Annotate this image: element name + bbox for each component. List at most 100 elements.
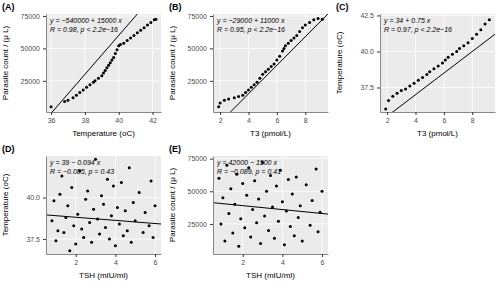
point xyxy=(85,86,88,89)
tick: 40.0 xyxy=(26,194,46,201)
annotation: R = 0.97, p < 2.2e−16 xyxy=(384,26,452,34)
x-axis-title: TSH (mIU/ml) xyxy=(79,271,128,280)
tick-label: 37.5 xyxy=(26,236,40,243)
grid-line xyxy=(213,80,328,81)
point xyxy=(70,186,73,189)
point xyxy=(82,88,85,91)
tick-label: 50000 xyxy=(188,188,208,195)
point xyxy=(287,178,290,181)
point xyxy=(309,224,312,227)
panel: (D)24637.540.0TSH (mIU/ml)Temperature (o… xyxy=(1,144,162,280)
tick-mark xyxy=(444,112,445,115)
point xyxy=(62,231,65,234)
point xyxy=(432,67,435,70)
point xyxy=(304,24,307,27)
point xyxy=(128,166,131,169)
point xyxy=(108,238,111,241)
point xyxy=(305,183,308,186)
x-axis-title: Temperature (oC) xyxy=(72,129,135,138)
point xyxy=(97,77,100,80)
plot: 36384042250005000075000Temperature (oC)P… xyxy=(1,0,162,138)
tick-mark xyxy=(282,254,283,257)
tick-label: 75000 xyxy=(188,155,208,162)
tick: 25000 xyxy=(188,78,213,85)
tick-mark xyxy=(76,254,77,257)
point xyxy=(72,224,75,227)
axis-line xyxy=(213,15,214,113)
tick-mark xyxy=(115,254,116,257)
grid-line xyxy=(282,156,283,254)
point xyxy=(241,182,244,185)
point xyxy=(278,55,281,58)
point xyxy=(74,243,77,246)
point xyxy=(247,88,250,91)
point xyxy=(387,99,390,102)
point xyxy=(219,222,222,225)
point xyxy=(120,181,123,184)
point xyxy=(290,39,293,42)
point xyxy=(384,108,387,111)
y-axis-title: Temperature (oC) xyxy=(335,31,344,94)
axis-line xyxy=(214,112,329,113)
point xyxy=(154,18,157,21)
tick-label: 4 xyxy=(281,259,285,266)
point xyxy=(221,196,224,199)
grid-line xyxy=(152,14,153,112)
point xyxy=(229,187,232,190)
tick: 40 xyxy=(115,112,123,124)
point xyxy=(231,232,234,235)
annotation: R = 0.95, p < 2.2e−16 xyxy=(217,26,285,34)
tick-label: 40.0 xyxy=(26,194,40,201)
y-axis-title: Parasite count / (μ L) xyxy=(1,25,10,100)
tick-label: 42 xyxy=(149,117,157,124)
axis-line xyxy=(46,15,47,113)
point xyxy=(462,44,465,47)
tick: 42 xyxy=(149,112,157,124)
point xyxy=(102,203,105,206)
point xyxy=(112,56,115,59)
tick-label: 37.5 xyxy=(360,84,374,91)
point xyxy=(277,220,280,223)
point xyxy=(282,47,285,50)
point xyxy=(66,99,69,102)
regression-line xyxy=(46,215,161,224)
point xyxy=(132,201,135,204)
point xyxy=(124,209,127,212)
point xyxy=(50,105,53,108)
point xyxy=(281,200,284,203)
annotation: y = −540000 + 15000 x xyxy=(49,17,122,25)
point xyxy=(270,65,273,68)
tick: 2 xyxy=(386,112,390,124)
grid-line xyxy=(322,156,323,254)
point xyxy=(129,37,132,40)
tick-label: 2 xyxy=(241,259,245,266)
tick-label: 25000 xyxy=(188,221,208,228)
point xyxy=(479,28,482,31)
tick-label: 40 xyxy=(115,117,123,124)
point xyxy=(152,236,155,239)
panel: (E)246250005000075000TSH (mIU/ml)Parasit… xyxy=(168,144,329,280)
point xyxy=(223,99,226,102)
panel-title: (D) xyxy=(2,144,15,154)
point xyxy=(273,62,276,65)
point xyxy=(475,33,478,36)
tick-mark xyxy=(43,16,46,17)
axis-line xyxy=(47,112,162,113)
point xyxy=(251,208,254,211)
point xyxy=(98,233,101,236)
x-axis-title: T3 (pmol/L) xyxy=(250,129,291,138)
grid-line xyxy=(118,14,119,112)
point xyxy=(92,208,95,211)
point xyxy=(245,194,248,197)
plot: 246837.540.042.5T3 (pmol/L)Temperature (… xyxy=(335,12,496,138)
point xyxy=(142,231,145,234)
tick: 2 xyxy=(219,112,223,124)
point xyxy=(441,62,444,65)
point xyxy=(455,50,458,53)
point xyxy=(105,66,108,69)
point xyxy=(109,61,112,64)
tick: 75000 xyxy=(21,13,46,20)
point xyxy=(311,199,314,202)
tick: 40.0 xyxy=(360,48,380,55)
x-axis-title: T3 (pmol/L) xyxy=(417,129,458,138)
